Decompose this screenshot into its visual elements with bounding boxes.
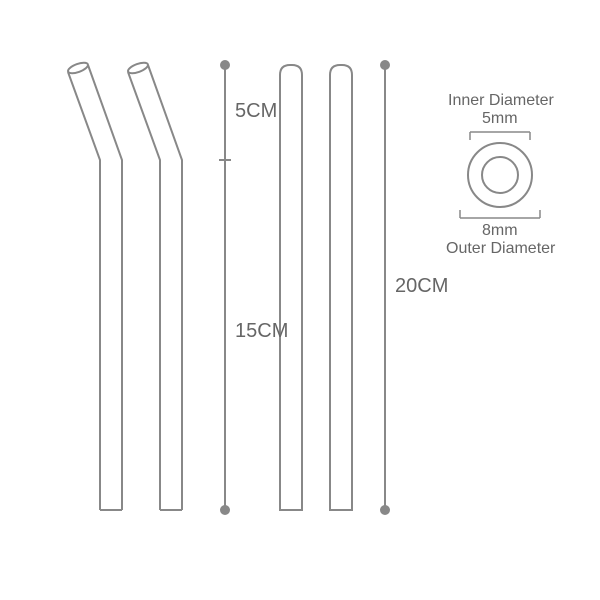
bent-straw-2 [127,61,182,510]
straight-straw-1 [280,65,302,510]
inner-diameter-value: 5mm [482,110,518,128]
cross-section [460,132,540,218]
outer-diameter-value: 8mm [482,222,518,240]
inner-diameter-title: Inner Diameter [448,92,554,110]
dim-line-lower [219,160,231,514]
dim-line-full [381,61,389,514]
full-length-label: 20CM [395,275,448,298]
straight-straw-2 [330,65,352,510]
lower-length-label: 15CM [235,320,288,343]
straw-dimensions-diagram [0,0,600,600]
dim-line-upper [219,61,231,160]
bent-straw-1 [67,61,122,510]
outer-diameter-title: Outer Diameter [446,240,555,258]
upper-length-label: 5CM [235,100,277,123]
